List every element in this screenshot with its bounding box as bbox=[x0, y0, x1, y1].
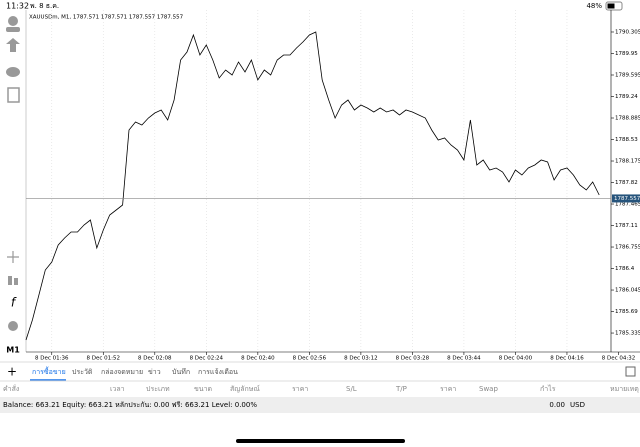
panel-toggle[interactable] bbox=[625, 366, 636, 377]
y-tick-label: 1786.755 bbox=[615, 245, 640, 251]
column-header: ขนาด bbox=[194, 385, 212, 393]
trade-icon[interactable] bbox=[6, 38, 20, 52]
column-header: เวลา bbox=[110, 385, 125, 393]
column-header: Swap bbox=[479, 385, 498, 393]
column-header: T/P bbox=[395, 385, 407, 393]
tab[interactable]: ข่าว bbox=[148, 368, 161, 376]
column-header: สัญลักษณ์ bbox=[230, 385, 260, 393]
account-icon[interactable] bbox=[8, 16, 18, 26]
toolbar: f bbox=[6, 16, 20, 331]
status-battery: 48% bbox=[586, 2, 602, 10]
x-tick-label: 8 Dec 01:52 bbox=[87, 356, 121, 362]
function-icon[interactable]: f bbox=[11, 296, 17, 310]
account-icon-body bbox=[6, 27, 20, 32]
summary-row bbox=[0, 397, 640, 413]
y-tick-label: 1789.24 bbox=[615, 94, 638, 100]
y-tick-label: 1788.53 bbox=[615, 137, 638, 143]
y-tick-label: 1787.465 bbox=[615, 202, 640, 208]
status-date: พ. 8 ธ.ค. bbox=[30, 2, 59, 10]
add-button[interactable]: + bbox=[7, 365, 17, 379]
current-price-label: 1787.557 bbox=[614, 196, 640, 202]
y-tick-label: 1790.305 bbox=[615, 29, 640, 35]
column-header: หมายเหตุ bbox=[610, 385, 639, 393]
y-tick-label: 1787.82 bbox=[615, 180, 638, 186]
battery-icon bbox=[605, 1, 623, 11]
battery-level bbox=[607, 3, 615, 9]
y-tick-label: 1788.885 bbox=[615, 116, 640, 122]
status-time: 11:32 bbox=[6, 2, 29, 11]
column-header: กำไร bbox=[540, 384, 556, 393]
summary-profit: 0.00 bbox=[549, 401, 565, 409]
y-tick-label: 1786.045 bbox=[615, 288, 640, 294]
tab[interactable]: การซื้อขาย bbox=[32, 365, 66, 376]
x-tick-label: 8 Dec 03:28 bbox=[396, 356, 430, 362]
summary-currency: USD bbox=[570, 401, 585, 409]
x-tick-label: 8 Dec 03:12 bbox=[344, 356, 378, 362]
columns: คำสั่ง เวลา ประเภท ขนาด สัญลักษณ์ ราคา S/L T/P ร… bbox=[3, 384, 639, 393]
timeframe-button[interactable]: M1 bbox=[6, 346, 20, 355]
chat-icon[interactable] bbox=[6, 67, 20, 77]
y-tick-label: 1789.595 bbox=[615, 72, 640, 78]
tab[interactable]: กล่องจดหมาย bbox=[101, 368, 143, 376]
objects-icon[interactable] bbox=[8, 321, 18, 331]
column-header: คำสั่ง bbox=[3, 384, 19, 393]
y-tick-label: 1787.11 bbox=[615, 223, 638, 229]
crosshair-icon[interactable] bbox=[7, 251, 19, 263]
y-tick-label: 1786.4 bbox=[615, 266, 635, 272]
tab[interactable]: ประวัติ bbox=[72, 368, 93, 376]
tabs: การซื้อขาย ประวัติ กล่องจดหมาย ข่าว บันทึก กา… bbox=[30, 365, 238, 381]
y-tick-label: 1785.335 bbox=[615, 331, 640, 337]
tab[interactable]: บันทึก bbox=[172, 367, 190, 376]
column-header: ประเภท bbox=[146, 385, 170, 393]
column-header: ราคา bbox=[292, 385, 308, 393]
x-tick-label: 8 Dec 01:36 bbox=[35, 356, 69, 362]
home-indicator bbox=[236, 439, 405, 443]
price-line bbox=[25, 31, 600, 341]
x-tick-label: 8 Dec 04:32 bbox=[602, 356, 636, 362]
x-tick-label: 8 Dec 04:00 bbox=[499, 356, 533, 362]
plot: 1785.335 1785.69 1786.045 1786.4 1786.755 178… bbox=[25, 10, 640, 362]
indicator-icon-2 bbox=[14, 278, 18, 285]
x-tick-label: 8 Dec 02:08 bbox=[138, 356, 172, 362]
x-tick-label: 8 Dec 02:56 bbox=[293, 356, 327, 362]
current-price-box bbox=[612, 194, 640, 203]
y-tick-label: 1785.69 bbox=[615, 309, 638, 315]
column-header: ราคา bbox=[440, 385, 456, 393]
chart-title: XAUUSDm, M1, 1787.571 1787.571 1787.557 … bbox=[29, 15, 184, 21]
summary-text: Balance: 663.21 Equity: 663.21 หลักประกั… bbox=[3, 401, 257, 409]
y-tick-label: 1788.175 bbox=[615, 159, 640, 165]
column-header: S/L bbox=[346, 385, 357, 393]
x-tick-label: 8 Dec 03:44 bbox=[447, 356, 481, 362]
x-tick-label: 8 Dec 02:24 bbox=[190, 356, 224, 362]
y-tick-label: 1789.95 bbox=[615, 51, 638, 57]
tab[interactable]: การแจ้งเตือน bbox=[198, 368, 238, 376]
x-tick-label: 8 Dec 02:40 bbox=[241, 356, 275, 362]
indicator-icon[interactable] bbox=[8, 276, 12, 285]
new-order-icon[interactable] bbox=[7, 87, 20, 103]
x-tick-label: 8 Dec 04:16 bbox=[550, 356, 584, 362]
